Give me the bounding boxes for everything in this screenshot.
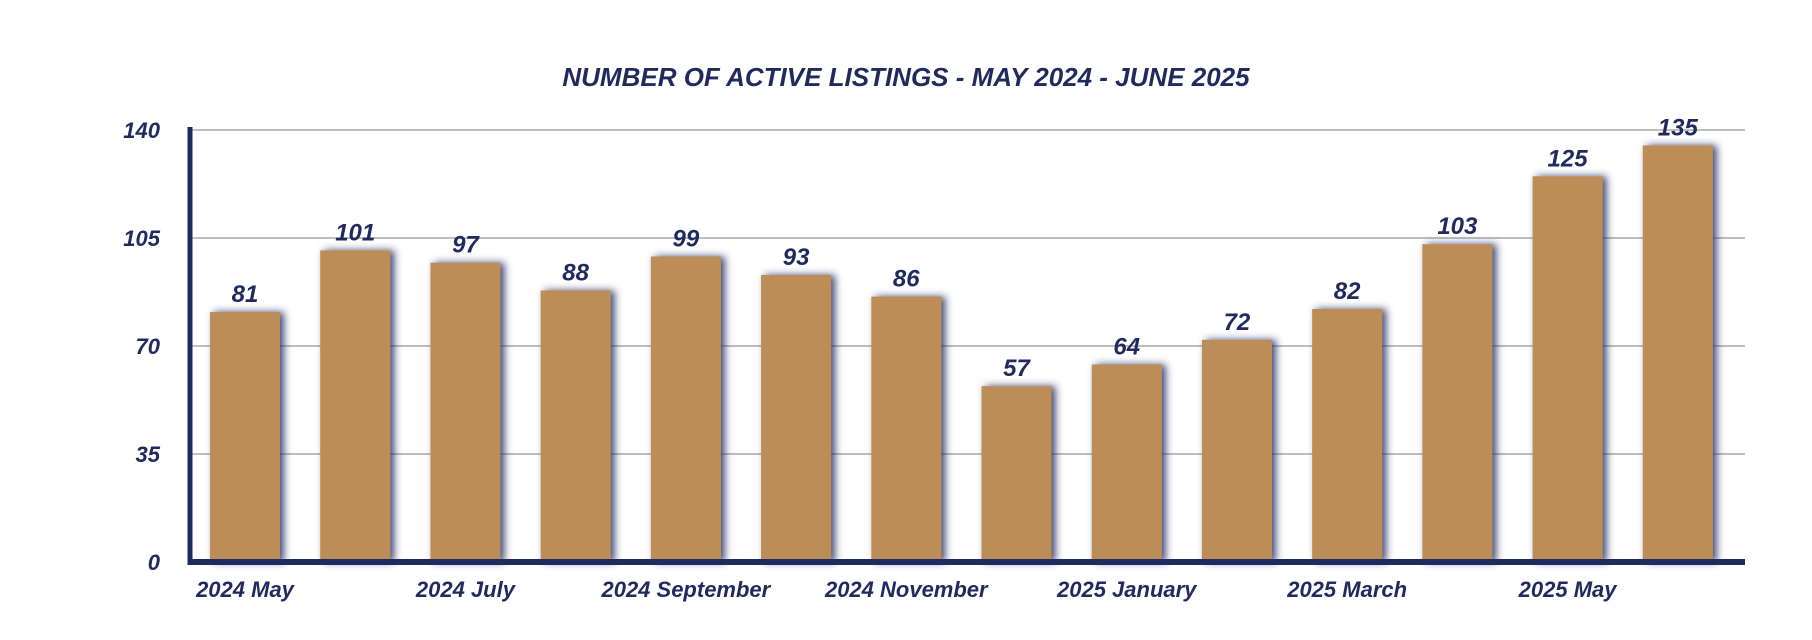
chart-title: NUMBER OF ACTIVE LISTINGS - MAY 2024 - J… xyxy=(562,62,1250,92)
y-tick-label: 105 xyxy=(123,226,160,251)
y-tick-label: 35 xyxy=(136,442,161,467)
bar xyxy=(1642,145,1713,562)
bar xyxy=(1201,339,1272,562)
bar xyxy=(1312,308,1383,562)
data-label: 97 xyxy=(452,232,480,259)
x-tick-label: 2025 May xyxy=(1518,577,1619,602)
bar xyxy=(210,312,280,562)
x-tick-label: 2024 November xyxy=(824,577,989,602)
bar xyxy=(761,275,832,562)
bar xyxy=(320,250,391,563)
y-tick-label: 0 xyxy=(148,550,161,575)
bar xyxy=(1091,364,1162,562)
bar xyxy=(981,386,1052,562)
bar xyxy=(650,256,721,562)
x-tick-label: 2024 September xyxy=(600,577,771,602)
data-label: 82 xyxy=(1334,278,1361,305)
data-label: 135 xyxy=(1658,114,1699,141)
data-label: 93 xyxy=(783,244,810,271)
bar xyxy=(871,296,942,562)
bar xyxy=(1422,244,1493,562)
x-tick-label: 2024 July xyxy=(415,577,517,602)
data-label: 64 xyxy=(1113,334,1140,361)
data-label: 72 xyxy=(1224,309,1251,336)
x-tick-label: 2024 May xyxy=(195,577,296,602)
data-label: 57 xyxy=(1003,355,1031,382)
data-label: 103 xyxy=(1437,213,1478,240)
bar xyxy=(540,290,611,562)
y-tick-label: 70 xyxy=(136,334,161,359)
data-label: 99 xyxy=(673,226,700,253)
bar xyxy=(1532,176,1603,563)
bar xyxy=(430,262,501,562)
data-label: 86 xyxy=(893,266,920,293)
data-label: 88 xyxy=(562,259,589,286)
data-label: 101 xyxy=(335,219,375,246)
data-label: 81 xyxy=(232,281,259,308)
y-tick-label: 140 xyxy=(123,118,160,143)
data-label: 125 xyxy=(1548,145,1589,172)
x-tick-label: 2025 March xyxy=(1286,577,1407,602)
x-tick-label: 2025 January xyxy=(1056,577,1198,602)
